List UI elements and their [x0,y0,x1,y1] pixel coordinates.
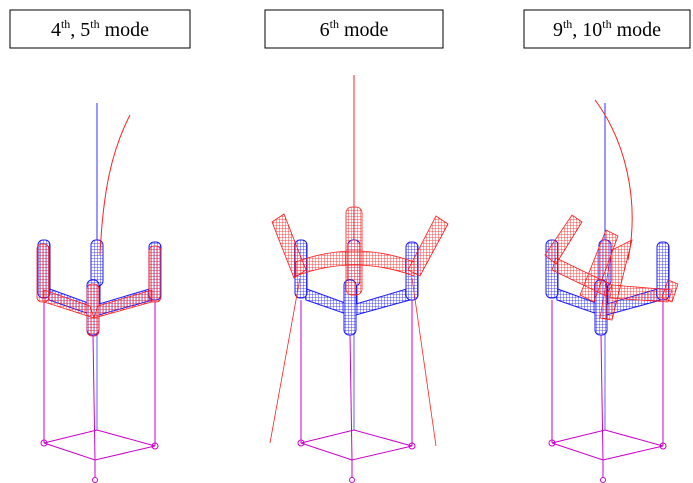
tower-deflection [100,115,130,255]
panel-3: 9th, 10th mode [524,10,690,483]
label-text: 4 [51,19,61,41]
label-text: mode [100,19,150,41]
label-text: 9 [553,19,563,41]
label-text: mode [612,19,662,41]
superscript: th [563,17,572,31]
superscript: th [330,17,339,31]
label-text: , 10 [572,19,602,41]
page: {"panels": [ {"label": ["4", "th", ", 5"… [0,0,693,483]
label-text: , 5 [70,19,90,41]
panel-2: 6th mode [265,10,448,483]
superscript: th [602,17,611,31]
superscript: th [61,17,70,31]
figure: 4th, 5th mode 6th mode 9th, 10th mode [0,0,693,483]
superscript: th [90,17,99,31]
label-text: 6 [320,19,330,41]
label-text: mode [339,19,389,41]
panel-1: 4th, 5th mode [10,10,190,483]
